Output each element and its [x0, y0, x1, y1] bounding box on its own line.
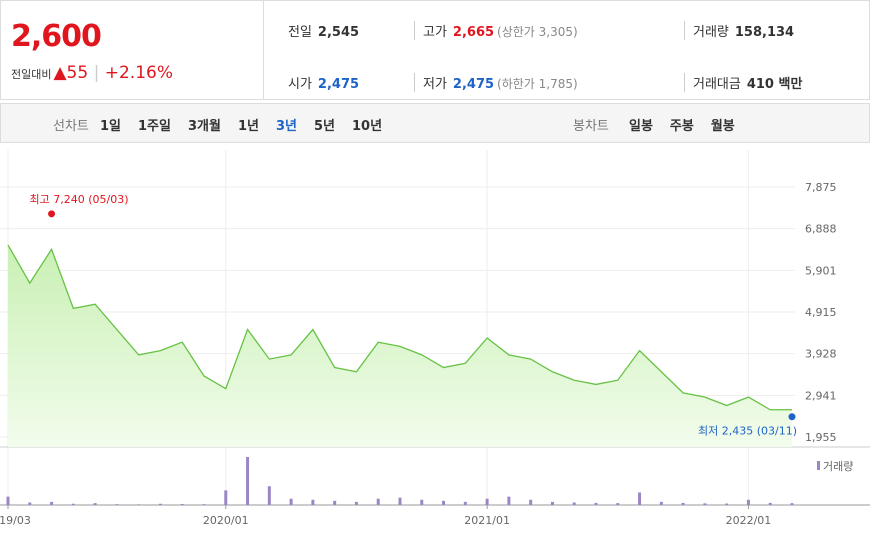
volume-bar: [376, 498, 380, 505]
volume-bar: [267, 486, 271, 505]
y-tick-label: 4,915: [805, 306, 837, 319]
volume-bar: [507, 496, 511, 505]
annotation-dot: [48, 210, 56, 218]
volume-bar: [180, 503, 184, 505]
y-tick-label: 1,955: [805, 431, 837, 444]
volume-bar: [616, 503, 620, 505]
stat-value: 2,545: [317, 25, 360, 40]
volume-bar: [50, 501, 54, 505]
volume-bar: [202, 504, 206, 505]
y-tick-label: 6,888: [805, 223, 837, 236]
volume-bar: [6, 496, 10, 505]
volume-bar: [725, 503, 729, 505]
volume-bar: [681, 502, 685, 505]
stat-label: 고가: [423, 25, 447, 40]
stat: 시가 2,475: [288, 73, 359, 92]
stat-value: 410 백만: [746, 77, 803, 92]
volume-bar: [246, 457, 250, 505]
stat-note: (상한가 3,305): [497, 25, 578, 39]
volume-bar: [289, 498, 293, 505]
stat-value: 158,134: [734, 25, 795, 40]
legend-swatch: [817, 461, 820, 470]
y-tick-label: 7,875: [805, 181, 837, 194]
volume-bar: [790, 503, 794, 505]
candle-tab[interactable]: 월봉: [710, 119, 735, 134]
x-tick-label: 2021/01: [464, 514, 510, 527]
stat-note: (하한가 1,785): [497, 77, 578, 91]
period-tab[interactable]: 1일: [100, 119, 122, 134]
volume-bar: [398, 497, 402, 505]
change-rate: +2.16%: [104, 63, 173, 83]
volume-bar: [442, 500, 446, 505]
volume-bar: [224, 490, 228, 505]
x-tick-label: 2022/01: [726, 514, 772, 527]
volume-bar: [550, 501, 554, 505]
volume-bar: [311, 499, 315, 505]
period-tab[interactable]: 5년: [313, 119, 335, 134]
period-tab[interactable]: 10년: [352, 119, 383, 134]
stat-value: 2,475: [452, 77, 495, 92]
price: 2,600: [11, 19, 102, 54]
volume-bar: [71, 503, 75, 505]
annotation-label: 최저 2,435 (03/11): [698, 425, 797, 438]
stat: 거래량 158,134: [684, 21, 794, 40]
volume-bar: [333, 500, 337, 505]
price-box: 2,600 전일대비 ▲55 | +2.16%: [1, 1, 264, 99]
legend-label: 거래량: [823, 460, 853, 473]
stat: 고가 2,665 (상한가 3,305): [414, 21, 578, 40]
volume-bar: [572, 502, 576, 505]
tab-label: 선차트: [53, 119, 89, 134]
stat-label: 거래량: [693, 25, 729, 40]
period-tab[interactable]: 3년: [275, 119, 297, 134]
stat-label: 저가: [423, 77, 447, 92]
price-area: [8, 245, 792, 447]
volume-bar: [463, 501, 467, 505]
stat: 전일 2,545: [288, 21, 359, 40]
volume-bar: [529, 499, 533, 505]
change: 전일대비 ▲55 | +2.16%: [11, 63, 173, 83]
period-tab[interactable]: 1주일: [138, 119, 171, 134]
candle-tab[interactable]: 일봉: [629, 119, 653, 134]
annotation-label: 최고 7,240 (05/03): [30, 193, 129, 206]
volume-bar: [485, 498, 489, 505]
volume-bar: [638, 492, 642, 505]
quote-header: 2,600 전일대비 ▲55 | +2.16% 전일 2,545 고가 2,665 (상한…: [0, 0, 870, 100]
y-tick-label: 5,901: [805, 264, 837, 277]
period-tab[interactable]: 1년: [237, 119, 259, 134]
volume-bar: [594, 502, 598, 505]
volume-bar: [354, 501, 358, 505]
chart: 1,955 2,941 3,928 4,915 5,901 6,888 7,875 2019/…: [0, 150, 870, 527]
stat-label: 거래대금: [693, 77, 741, 92]
volume-bar: [137, 504, 141, 505]
volume-bar: [28, 502, 32, 505]
candle-tab[interactable]: 주봉: [669, 119, 694, 134]
period-tab[interactable]: 3개월: [187, 119, 221, 134]
stat: 저가 2,475 (하한가 1,785): [414, 73, 578, 92]
volume-bar: [93, 503, 97, 505]
stat: 거래대금 410 백만: [684, 73, 802, 92]
change-label: 전일대비: [11, 68, 52, 81]
volume-bar: [768, 502, 772, 505]
x-tick-label: 2020/01: [203, 514, 249, 527]
volume-bar: [659, 501, 663, 505]
y-tick-label: 2,941: [805, 389, 837, 402]
y-tick-label: 3,928: [805, 348, 837, 361]
volume-bar: [115, 504, 119, 505]
stat-value: 2,475: [317, 77, 360, 92]
volume-bar: [158, 503, 162, 505]
stat-label: 전일: [288, 25, 312, 40]
x-tick-label: 2019/03: [0, 514, 31, 527]
change-value: ▲55: [53, 63, 89, 83]
volume-bar: [703, 503, 707, 505]
stat-label: 시가: [288, 77, 312, 92]
tab-bar: 선차트 1일 1주일 3개월 1년 3년 5년 10년 봉차트 일봉 주봉 월봉: [0, 103, 870, 143]
volume-bar: [746, 499, 750, 505]
tab-label: 봉차트: [573, 119, 609, 134]
stat-value: 2,665: [452, 25, 495, 40]
price-line: [7, 244, 792, 411]
annotation-dot: [788, 413, 796, 421]
volume-bar: [420, 499, 424, 505]
